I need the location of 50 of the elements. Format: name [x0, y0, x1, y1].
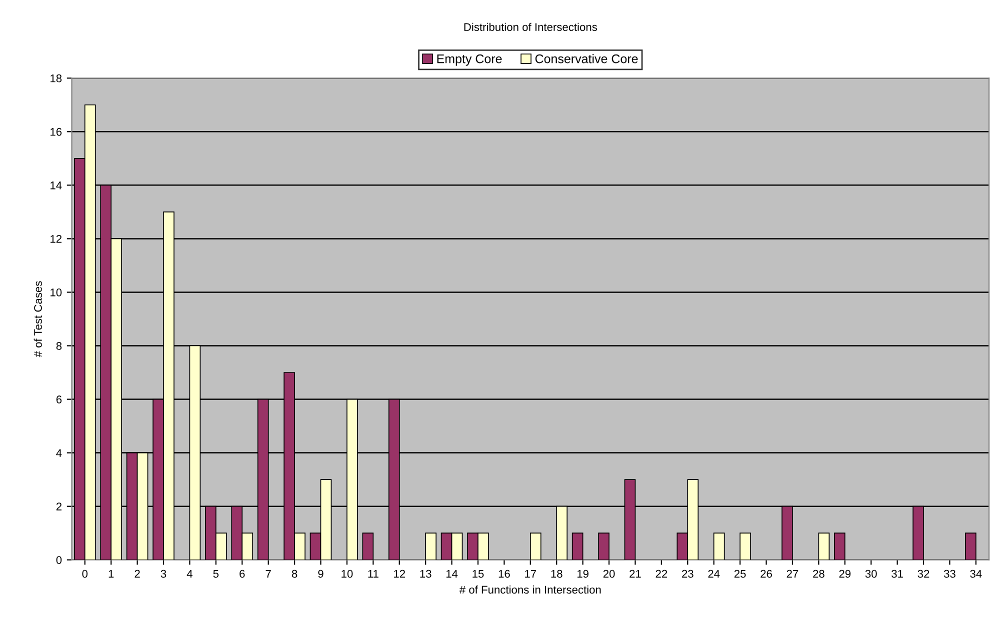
x-tick-label: 34 [970, 570, 982, 578]
x-tick-label: 29 [839, 570, 851, 578]
x-tick-label: 31 [892, 570, 903, 578]
x-tick-label: 6 [240, 570, 245, 578]
y-tick-label: 4 [56, 449, 62, 457]
x-tick-label: 27 [786, 570, 798, 578]
x-tick-label: 4 [186, 570, 192, 578]
x-tick-label: 20 [603, 570, 615, 578]
y-tick-label: 0 [56, 556, 62, 564]
y-tick-label: 14 [50, 182, 62, 190]
x-tick-label: 7 [266, 570, 271, 578]
x-tick-label: 17 [525, 570, 536, 578]
y-tick-label: 16 [50, 128, 62, 136]
x-tick-label: 24 [708, 570, 720, 578]
x-tick-label: 15 [472, 570, 484, 578]
x-tick-label: 23 [682, 570, 694, 578]
y-tick-label: 10 [50, 288, 62, 296]
x-tick-label: 3 [160, 570, 166, 578]
chart-title: Distribution of Intersections [464, 22, 598, 32]
x-tick-label: 11 [368, 570, 378, 578]
x-tick-label: 14 [446, 570, 458, 578]
y-tick-label: 2 [56, 502, 62, 510]
x-tick-label: 18 [551, 570, 562, 578]
x-tick-label: 33 [944, 570, 956, 578]
x-tick-label: 2 [134, 570, 140, 578]
x-tick-label: 0 [82, 570, 88, 578]
legend-label: Empty Core [437, 54, 502, 66]
x-tick-label: 5 [213, 570, 219, 578]
x-tick-label: 8 [292, 570, 298, 578]
x-tick-label: 12 [394, 570, 405, 578]
x-tick-label: 16 [498, 570, 510, 578]
x-tick-label: 19 [577, 570, 588, 578]
y-axis-title: # of Test Cases [34, 281, 42, 358]
legend-label: Conservative Core [535, 54, 638, 64]
y-tick-label: 6 [56, 396, 62, 404]
y-tick-label: 8 [56, 342, 62, 350]
y-tick-label: 12 [50, 234, 62, 243]
x-tick-label: 22 [656, 570, 668, 578]
x-tick-label: 9 [318, 570, 324, 578]
x-tick-label: 26 [760, 570, 772, 578]
x-tick-label: 32 [918, 570, 930, 578]
x-tick-label: 28 [813, 570, 824, 578]
x-tick-label: 21 [630, 570, 641, 578]
x-tick-label: 10 [342, 570, 353, 578]
x-tick-label: 30 [865, 570, 877, 578]
x-tick-label: 13 [420, 570, 432, 578]
x-axis-title: # of Functions in Intersection [459, 585, 601, 594]
x-tick-label: 1 [108, 570, 114, 578]
x-tick-label: 25 [734, 570, 746, 578]
y-tick-label: 18 [50, 74, 62, 82]
